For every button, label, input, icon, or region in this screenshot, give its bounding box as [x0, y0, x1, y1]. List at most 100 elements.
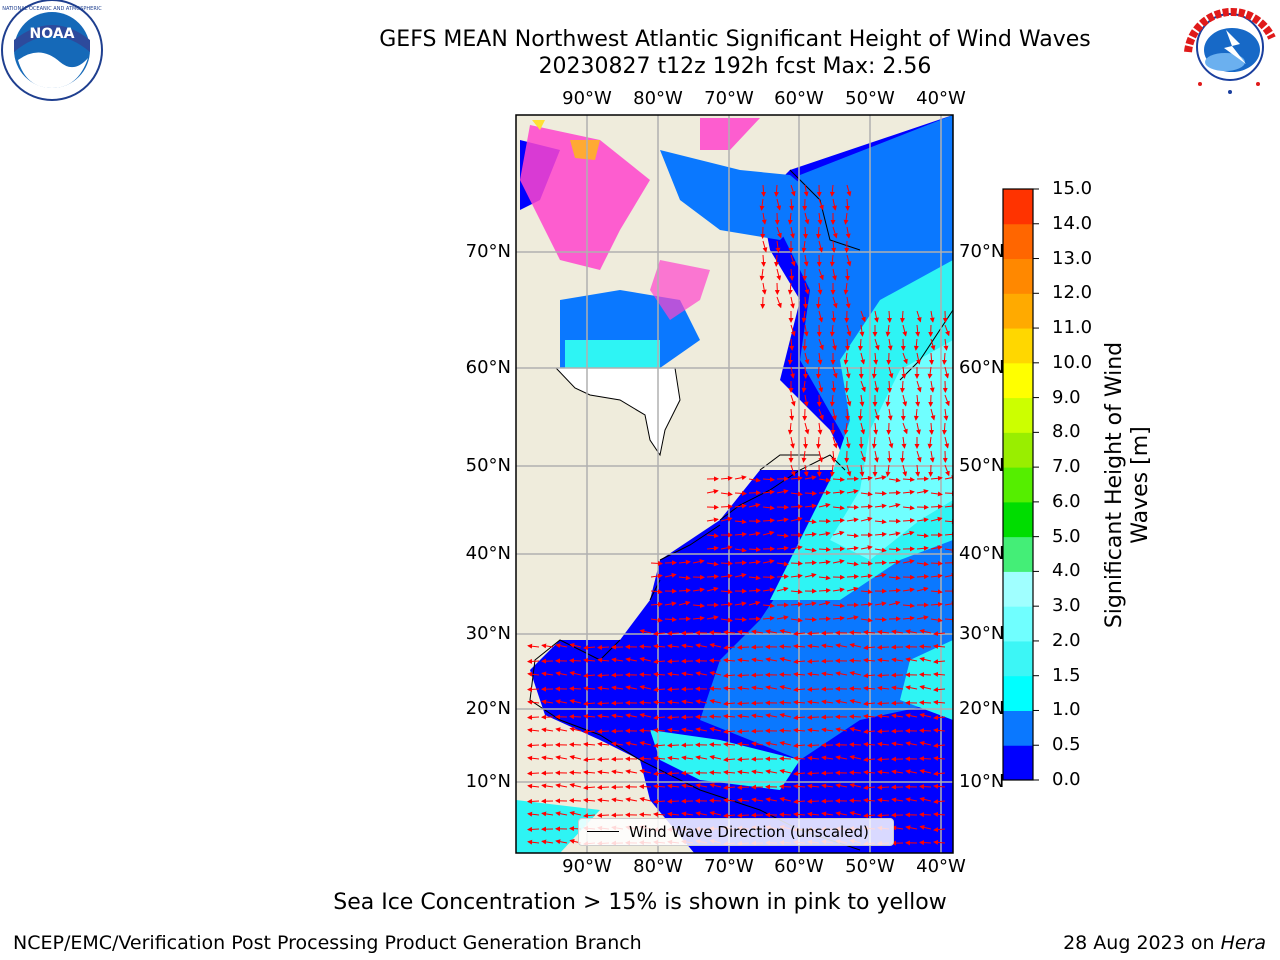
colorbar-tick-label: 8.0	[1052, 421, 1081, 443]
wind-wave-arrow	[653, 783, 666, 789]
wind-wave-arrow	[804, 282, 810, 295]
wind-wave-arrow	[762, 587, 775, 593]
wind-wave-arrow	[748, 502, 761, 508]
wind-wave-arrow	[597, 797, 610, 803]
wind-wave-arrow	[863, 729, 876, 735]
wind-wave-arrow	[790, 560, 803, 566]
wind-wave-arrow	[944, 601, 953, 607]
wind-wave-arrow	[706, 561, 719, 567]
wind-wave-arrow	[899, 310, 905, 323]
wind-wave-arrow	[933, 631, 946, 637]
wind-wave-arrow	[832, 603, 845, 609]
wind-wave-arrow	[639, 700, 652, 706]
wind-wave-arrow	[845, 408, 851, 421]
wind-wave-arrow	[709, 658, 722, 664]
wind-wave-arrow	[860, 560, 873, 566]
wind-wave-arrow	[692, 587, 705, 593]
wind-wave-arrow	[751, 657, 764, 663]
wind-wave-arrow	[933, 783, 946, 789]
wind-wave-arrow	[930, 408, 936, 421]
wind-wave-arrow	[706, 489, 719, 494]
wind-wave-arrow	[874, 450, 879, 463]
wind-wave-arrow	[681, 727, 694, 733]
wind-wave-arrow	[790, 296, 795, 309]
colorbar-band	[1003, 571, 1033, 607]
wind-wave-arrow	[919, 644, 932, 650]
wind-wave-arrow	[818, 575, 831, 581]
wind-wave-arrow	[527, 671, 540, 677]
wind-wave-arrow	[720, 475, 733, 481]
wind-wave-arrow	[818, 198, 824, 211]
wind-wave-arrow	[863, 813, 876, 819]
wind-wave-arrow	[887, 310, 893, 323]
wind-wave-arrow	[611, 769, 624, 775]
wind-wave-arrow	[846, 545, 859, 551]
wind-wave-arrow	[919, 728, 932, 734]
wind-wave-arrow	[695, 671, 708, 677]
wind-wave-arrow	[930, 589, 943, 595]
wind-wave-arrow	[821, 727, 834, 733]
wind-wave-arrow	[737, 629, 750, 635]
wind-wave-arrow	[929, 422, 935, 435]
wind-wave-arrow	[887, 380, 893, 393]
wind-wave-arrow	[625, 797, 638, 803]
map-legend: Wind Wave Direction (unscaled)	[578, 818, 894, 846]
wind-wave-arrow	[804, 531, 817, 537]
wind-wave-arrow	[843, 352, 849, 365]
wind-wave-arrow	[541, 839, 554, 845]
lon-tick-top-90w: 90°W	[562, 88, 612, 109]
wind-wave-arrow	[734, 601, 747, 607]
wind-wave-arrow	[863, 713, 876, 719]
wind-wave-arrow	[863, 685, 876, 691]
wind-wave-arrow	[873, 422, 879, 435]
wind-wave-arrow	[667, 798, 680, 804]
wind-wave-arrow	[569, 770, 582, 776]
wind-wave-arrow	[919, 684, 932, 690]
wind-wave-arrow	[885, 324, 891, 337]
wind-wave-arrow	[913, 408, 919, 421]
wind-wave-arrow	[905, 825, 918, 831]
wind-wave-arrow	[762, 240, 768, 253]
wind-wave-arrow	[569, 658, 582, 664]
wind-wave-arrow	[611, 685, 624, 691]
wind-wave-arrow	[874, 490, 887, 496]
wind-wave-arrow	[569, 726, 582, 732]
colorbar	[1003, 188, 1039, 781]
wind-wave-arrow	[835, 671, 848, 677]
wind-wave-arrow	[583, 785, 596, 791]
wind-wave-arrow	[933, 659, 946, 665]
wind-wave-arrow	[818, 587, 831, 593]
wind-wave-arrow	[667, 742, 680, 748]
wind-wave-arrow	[902, 477, 915, 483]
wind-wave-arrow	[650, 589, 663, 595]
wind-wave-arrow	[818, 380, 824, 393]
wind-wave-arrow	[541, 699, 554, 705]
colorbar-tick-label: 9.0	[1052, 386, 1081, 408]
wind-wave-arrow	[849, 726, 862, 732]
wind-wave-arrow	[793, 727, 806, 733]
wind-wave-arrow	[625, 685, 638, 691]
wind-wave-arrow	[692, 615, 705, 621]
wind-wave-arrow	[832, 226, 838, 239]
wind-wave-arrow	[916, 517, 929, 523]
wind-wave-arrow	[807, 714, 820, 720]
wind-wave-arrow	[902, 587, 915, 593]
wind-wave-arrow	[944, 475, 953, 481]
wind-wave-arrow	[787, 352, 793, 365]
wind-wave-arrow	[846, 254, 852, 267]
wind-wave-arrow	[723, 769, 736, 775]
wind-wave-arrow	[804, 601, 817, 607]
wind-wave-arrow	[667, 671, 680, 677]
lat-tick-right-50n: 50°N	[959, 455, 1005, 476]
wind-wave-arrow	[597, 672, 610, 678]
wind-wave-arrow	[681, 755, 694, 761]
wind-wave-arrow	[723, 785, 736, 791]
wind-wave-arrow	[807, 630, 820, 636]
lat-tick-right-30n: 30°N	[959, 623, 1005, 644]
colorbar-band	[1003, 710, 1033, 746]
wind-wave-arrow	[639, 812, 652, 818]
wind-wave-arrow	[776, 517, 789, 523]
wind-wave-arrow	[653, 631, 666, 637]
wind-wave-arrow	[765, 713, 778, 719]
wind-wave-arrow	[762, 505, 775, 511]
